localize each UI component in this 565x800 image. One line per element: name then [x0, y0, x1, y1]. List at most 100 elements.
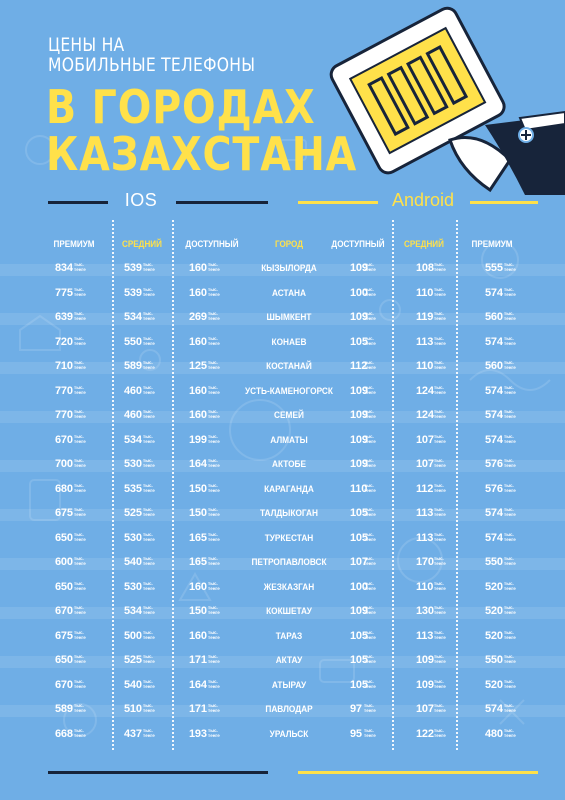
unit-line-2: тенге [74, 585, 86, 591]
unit-line-2: тенге [208, 561, 220, 566]
price-unit: тыс. тенге [504, 728, 518, 738]
price-unit: тыс. тенге [364, 385, 378, 395]
price-value: 105 [350, 531, 368, 544]
price-value: 100 [350, 580, 368, 593]
price-unit: тыс. тенге [74, 605, 88, 615]
price-value: 122 [416, 727, 434, 740]
price-value: 160 [189, 286, 207, 299]
price-unit: тыс. тенге [143, 654, 157, 664]
unit-line-2: тенге [434, 463, 446, 468]
header-ios-premium: ПРЕМИУМ [53, 239, 95, 249]
price-value: 560 [485, 360, 503, 372]
unit-line-1: тыс. [74, 531, 84, 537]
price-unit: тыс. тенге [208, 458, 222, 468]
table-row: 675 тыс. тенге 500 тыс. тенге 160 тыс. тенге 105 т… [0, 628, 565, 648]
unit-line-2: тенге [208, 634, 220, 640]
android-divider-left [298, 201, 378, 204]
unit-line-1: тыс. [364, 384, 374, 390]
price-unit: тыс. тенге [143, 262, 157, 272]
unit-line-2: тенге [143, 267, 155, 272]
hand-holding-phone-icon [329, 6, 565, 195]
table-row: 775 тыс. тенге 539 тыс. тенге 160 тыс. тенге 100 т… [0, 285, 565, 305]
unit-line-2: тенге [143, 561, 155, 566]
price-value: 112 [350, 360, 368, 372]
unit-line-1: тыс. [143, 507, 153, 512]
unit-line-1: тыс. [504, 360, 514, 365]
price-unit: тыс. тенге [364, 630, 378, 640]
price-unit: тыс. тенге [143, 385, 157, 395]
price-value: 675 [55, 629, 73, 642]
unit-line-1: тыс. [504, 335, 514, 341]
row-stripe [0, 362, 565, 374]
city-name: ПЕТРОПАВЛОВСК [251, 557, 327, 567]
price-value: 510 [124, 703, 142, 715]
price-value: 530 [124, 531, 142, 544]
price-unit: тыс. тенге [143, 581, 157, 591]
price-value: 124 [416, 409, 434, 421]
unit-line-1: тыс. [208, 311, 218, 316]
unit-line-1: тыс. [208, 433, 218, 439]
unit-line-1: тыс. [143, 482, 153, 488]
row-stripe [0, 460, 565, 472]
unit-line-1: тыс. [364, 531, 374, 537]
unit-line-2: тенге [143, 463, 155, 468]
unit-line-1: тыс. [434, 482, 444, 488]
city-name: АКТАУ [275, 655, 303, 665]
city-name: ТАРАЗ [275, 630, 303, 641]
city-name: ЖЕЗКАЗГАН [263, 581, 315, 592]
price-value: 171 [189, 703, 207, 715]
unit-line-2: тенге [74, 414, 86, 419]
price-value: 105 [350, 629, 368, 642]
price-value: 113 [416, 507, 434, 519]
price-unit: тыс. тенге [74, 654, 88, 664]
unit-line-2: тенге [143, 659, 155, 664]
unit-line-2: тенге [143, 512, 155, 517]
unit-line-2: тенге [434, 414, 446, 419]
price-value: 105 [350, 335, 368, 348]
unit-line-1: тыс. [208, 556, 218, 561]
price-value: 125 [189, 360, 207, 372]
unit-line-2: тенге [504, 683, 516, 689]
unit-line-1: тыс. [364, 654, 374, 659]
price-value: 540 [124, 556, 142, 568]
row-stripe [0, 313, 565, 325]
price-unit: тыс. тенге [143, 409, 157, 419]
price-unit: тыс. тенге [504, 287, 518, 297]
unit-line-2: тенге [434, 316, 446, 321]
price-value: 574 [485, 335, 503, 348]
header-android-premium: ПРЕМИУМ [471, 239, 513, 249]
unit-line-1: тыс. [504, 311, 514, 316]
unit-line-1: тыс. [208, 360, 218, 365]
unit-line-1: тыс. [364, 629, 374, 635]
unit-line-1: тыс. [208, 703, 218, 708]
unit-line-1: тыс. [74, 286, 84, 292]
unit-line-1: тыс. [74, 629, 84, 635]
unit-line-2: тенге [208, 610, 220, 615]
city-name: КОСТАНАЙ [266, 361, 312, 371]
unit-line-2: тенге [504, 610, 516, 615]
price-unit: тыс. тенге [208, 262, 222, 272]
table-row: 720 тыс. тенге 550 тыс. тенге 160 тыс. тенге 105 т… [0, 334, 565, 354]
unit-line-2: тенге [364, 585, 376, 591]
price-value: 460 [124, 409, 142, 421]
price-unit: тыс. тенге [208, 311, 222, 321]
unit-line-2: тенге [504, 365, 516, 370]
price-value: 534 [124, 605, 142, 617]
unit-line-2: тенге [434, 340, 446, 346]
price-value: 110 [416, 286, 434, 299]
unit-line-2: тенге [208, 438, 220, 444]
header-ios-mid: СРЕДНИЙ [122, 239, 162, 249]
unit-line-1: тыс. [74, 727, 84, 733]
price-unit: тыс. тенге [434, 703, 448, 713]
unit-line-2: тенге [364, 536, 376, 542]
unit-line-1: тыс. [364, 703, 374, 708]
unit-line-1: тыс. [74, 703, 84, 708]
unit-line-2: тенге [74, 316, 86, 321]
unit-line-1: тыс. [143, 678, 153, 684]
row-stripe [0, 264, 565, 276]
unit-line-2: тенге [504, 585, 516, 591]
unit-line-2: тенге [434, 365, 446, 370]
unit-line-2: тенге [74, 340, 86, 346]
price-value: 105 [350, 507, 368, 519]
unit-line-1: тыс. [143, 556, 153, 561]
